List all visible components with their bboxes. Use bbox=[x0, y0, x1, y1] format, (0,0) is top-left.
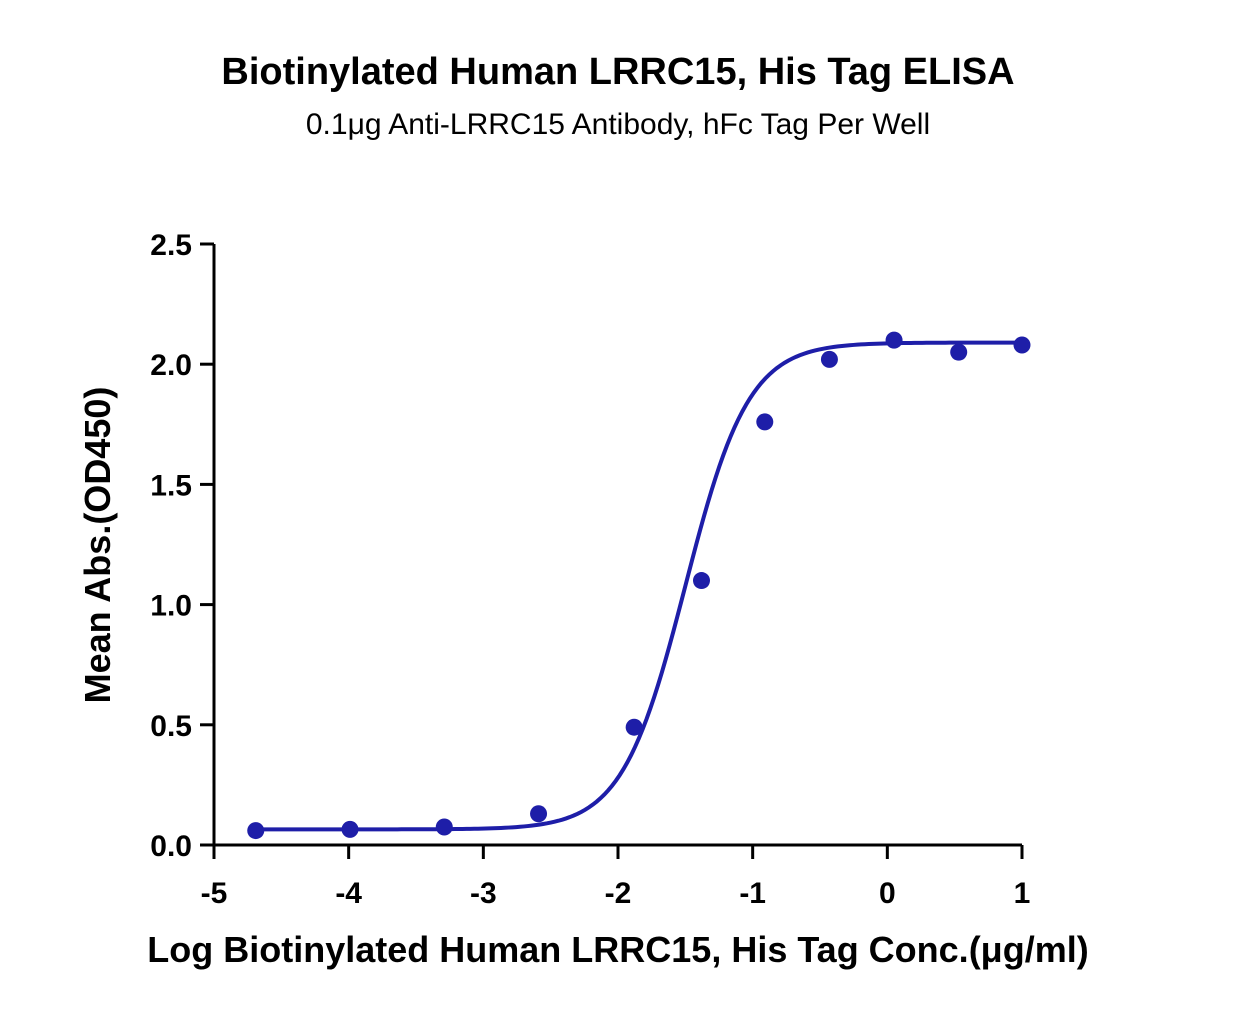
data-point bbox=[341, 820, 359, 838]
data-point bbox=[820, 350, 838, 368]
y-tick-label: 1.5 bbox=[150, 469, 192, 502]
data-point bbox=[435, 818, 453, 836]
y-tick-label: 0.5 bbox=[150, 710, 192, 743]
data-point bbox=[530, 805, 548, 823]
x-tick-label: -1 bbox=[739, 877, 766, 910]
x-tick-label: -4 bbox=[335, 877, 362, 910]
data-point bbox=[692, 572, 710, 590]
plot-area: -5 -4 -3 -2 -1 0 1 0.0 0.5 1.0 1.5 2.0 2.5 bbox=[150, 229, 1031, 910]
fit-curve bbox=[255, 340, 1022, 832]
chart-subtitle: 0.1μg Anti-LRRC15 Antibody, hFc Tag Per … bbox=[306, 108, 930, 141]
data-point bbox=[625, 718, 643, 736]
y-tick-label: 2.0 bbox=[150, 349, 192, 382]
x-tick-label: 1 bbox=[1014, 877, 1031, 910]
data-point bbox=[950, 343, 968, 361]
x-tick-label: -5 bbox=[201, 877, 228, 910]
data-point bbox=[247, 822, 265, 840]
data-point bbox=[1013, 336, 1031, 354]
x-tick-label: -2 bbox=[605, 877, 632, 910]
y-tick-label: 2.5 bbox=[150, 229, 192, 262]
data-point bbox=[885, 331, 903, 349]
x-axis-label: Log Biotinylated Human LRRC15, His Tag C… bbox=[147, 929, 1088, 970]
x-tick-label: 0 bbox=[879, 877, 896, 910]
data-point bbox=[756, 413, 774, 431]
y-axis-label: Mean Abs.(OD450) bbox=[77, 387, 118, 704]
chart-title: Biotinylated Human LRRC15, His Tag ELISA bbox=[221, 51, 1014, 93]
y-tick-label: 0.0 bbox=[150, 830, 192, 863]
x-tick-label: -3 bbox=[470, 877, 497, 910]
y-tick-label: 1.0 bbox=[150, 590, 192, 623]
